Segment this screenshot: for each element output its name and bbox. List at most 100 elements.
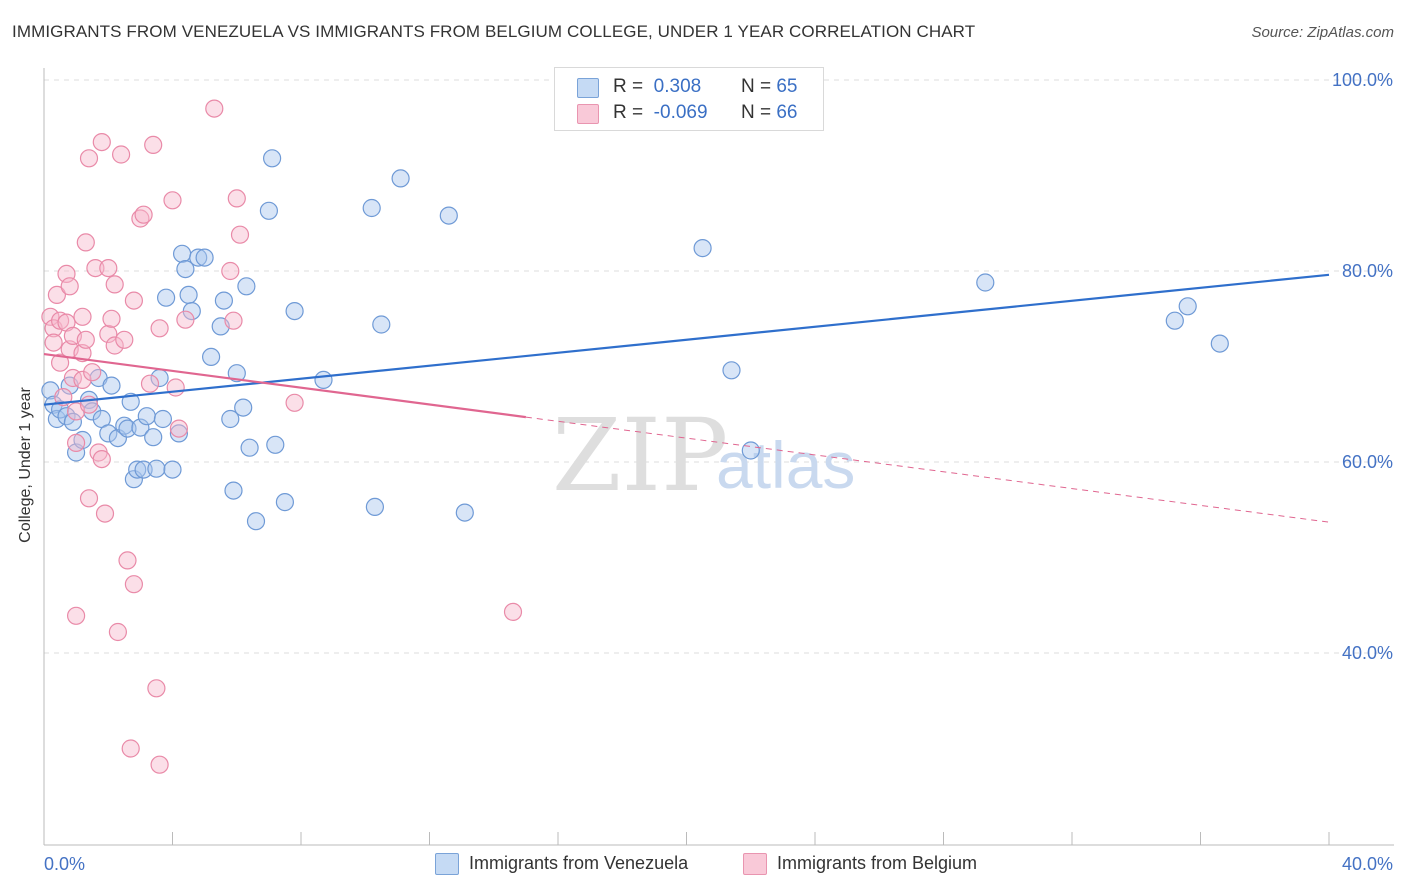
venezuela-point bbox=[99, 424, 118, 443]
belgium-point bbox=[66, 606, 86, 625]
venezuela-legend-swatch bbox=[435, 853, 459, 875]
venezuela-point bbox=[263, 149, 282, 168]
venezuela-point bbox=[365, 497, 384, 516]
venezuela-point bbox=[227, 364, 246, 383]
y-tick-label: 100.0% bbox=[1332, 70, 1393, 90]
belgium-point bbox=[95, 504, 115, 523]
venezuela-point bbox=[285, 302, 304, 321]
venezuela-point bbox=[144, 428, 163, 447]
belgium-point bbox=[99, 259, 118, 278]
venezuela-point bbox=[131, 418, 150, 437]
r-label: R = bbox=[613, 102, 644, 123]
venezuela-point bbox=[1165, 311, 1184, 330]
venezuela-point bbox=[1210, 334, 1229, 353]
stats-text-belgium: R = -0.069 N = 66 bbox=[613, 102, 797, 124]
venezuela-point bbox=[224, 481, 243, 500]
belgium-point bbox=[176, 310, 195, 329]
belgium-point bbox=[92, 450, 111, 469]
r-value-venezuela: 0.308 bbox=[648, 76, 712, 98]
x-tick-label-min: 0.0% bbox=[44, 854, 85, 874]
venezuela-point bbox=[173, 244, 192, 263]
belgium-point bbox=[118, 551, 137, 570]
venezuela-point bbox=[372, 315, 391, 334]
venezuela-point bbox=[391, 169, 410, 188]
belgium-point bbox=[50, 311, 70, 330]
belgium-trend-line bbox=[43, 352, 527, 419]
venezuela-point bbox=[362, 198, 381, 218]
belgium-point bbox=[221, 261, 240, 281]
venezuela-point bbox=[176, 260, 195, 279]
legend-label-belgium: Immigrants from Belgium bbox=[777, 853, 978, 873]
r-value-text: -0.069 bbox=[653, 102, 708, 123]
x-tick-label-max: 40.0% bbox=[1342, 854, 1393, 874]
belgium-point bbox=[169, 419, 188, 438]
belgium-point bbox=[73, 307, 92, 326]
venezuela-point bbox=[134, 460, 153, 479]
belgium-trend-extension bbox=[525, 416, 1330, 523]
watermark: ZIP atlas bbox=[552, 397, 855, 514]
belgium-point bbox=[66, 433, 86, 452]
venezuela-point bbox=[195, 248, 214, 267]
n-value-belgium: 66 bbox=[776, 102, 798, 123]
venezuela-point bbox=[234, 398, 253, 417]
belgium-swatch bbox=[577, 104, 599, 124]
venezuela-point bbox=[121, 392, 140, 411]
belgium-point bbox=[105, 275, 124, 294]
x-tick-labels: 0.0% 40.0% bbox=[44, 854, 1393, 874]
venezuela-point bbox=[275, 493, 294, 512]
belgium-point bbox=[163, 191, 182, 210]
venezuela-point bbox=[314, 370, 333, 389]
belgium-point bbox=[76, 233, 95, 252]
venezuela-point bbox=[137, 407, 156, 426]
belgium-point bbox=[140, 374, 160, 393]
venezuela-point bbox=[115, 416, 134, 435]
venezuela-point bbox=[118, 419, 137, 438]
chart-title: IMMIGRANTS FROM VENEZUELA VS IMMIGRANTS … bbox=[12, 22, 976, 41]
belgium-point bbox=[108, 622, 128, 642]
venezuela-trend-line bbox=[43, 273, 1330, 406]
venezuela-point bbox=[157, 288, 176, 307]
belgium-point bbox=[134, 205, 153, 224]
belgium-point bbox=[124, 291, 143, 310]
belgium-point bbox=[47, 285, 67, 304]
belgium-point bbox=[79, 489, 99, 508]
n-label: N = bbox=[740, 102, 772, 123]
belgium-legend-swatch bbox=[743, 853, 767, 875]
watermark-atlas: atlas bbox=[716, 428, 855, 502]
belgium-point bbox=[83, 363, 102, 382]
n-value-venezuela: 65 bbox=[776, 76, 798, 97]
belgium-point bbox=[76, 330, 95, 349]
legend-label-venezuela: Immigrants from Venezuela bbox=[469, 853, 689, 873]
y-tick-label: 40.0% bbox=[1342, 643, 1393, 663]
n-label: N = bbox=[740, 76, 772, 97]
belgium-point bbox=[124, 575, 143, 594]
belgium-point bbox=[99, 324, 118, 344]
stats-text-venezuela: R = 0.308 N = 65 bbox=[613, 76, 797, 98]
venezuela-point bbox=[237, 277, 256, 296]
belgium-point bbox=[230, 225, 250, 244]
venezuela-point bbox=[202, 347, 221, 366]
belgium-point bbox=[224, 311, 243, 330]
belgium-point bbox=[73, 370, 92, 389]
venezuela-point bbox=[439, 206, 458, 225]
venezuela-point bbox=[693, 239, 712, 258]
belgium-point bbox=[227, 189, 246, 208]
venezuela-point bbox=[169, 424, 188, 443]
venezuela-point bbox=[240, 438, 259, 457]
belgium-point bbox=[147, 679, 166, 698]
belgium-point bbox=[79, 149, 99, 168]
watermark-zip: ZIP bbox=[552, 397, 728, 514]
belgium-point bbox=[41, 307, 60, 326]
venezuela-point bbox=[246, 512, 266, 531]
belgium-points bbox=[41, 99, 523, 774]
axes bbox=[43, 68, 1394, 846]
venezuela-point bbox=[128, 460, 147, 479]
stats-legend-box: R = 0.308 N = 65 R = -0.069 N = 66 bbox=[554, 67, 824, 131]
venezuela-point bbox=[189, 248, 208, 267]
venezuela-point bbox=[266, 435, 285, 454]
belgium-point bbox=[144, 135, 163, 154]
trend-lines bbox=[43, 273, 1330, 523]
source-label: Source: ZipAtlas.com bbox=[1251, 24, 1394, 41]
belgium-point bbox=[285, 393, 304, 412]
venezuela-point bbox=[976, 273, 995, 292]
